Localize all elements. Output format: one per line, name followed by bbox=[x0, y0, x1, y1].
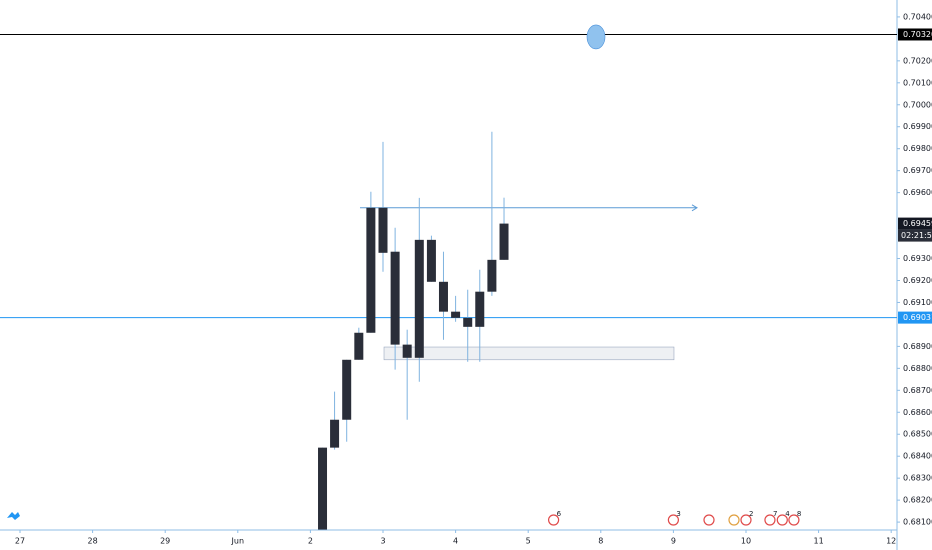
event-icon bbox=[764, 514, 776, 526]
event-icon bbox=[667, 514, 679, 526]
candle-body bbox=[438, 281, 448, 312]
candle-body bbox=[354, 332, 364, 360]
ray-arrow bbox=[691, 204, 698, 212]
candle-body bbox=[342, 359, 352, 420]
countdown-box bbox=[898, 229, 932, 242]
y-tick-label: 0.68100 bbox=[903, 518, 932, 527]
x-tick-label: 28 bbox=[88, 537, 98, 546]
candle-body bbox=[451, 311, 461, 318]
event-count: 7 bbox=[773, 510, 777, 518]
candle-body bbox=[390, 251, 400, 345]
zone-box bbox=[383, 346, 675, 361]
event-icon bbox=[548, 514, 560, 526]
last-price-label: 0.69459 bbox=[903, 219, 932, 228]
x-tick-label: 4 bbox=[453, 537, 458, 546]
x-tick-label: 9 bbox=[671, 537, 676, 546]
x-tick-label: 3 bbox=[380, 537, 385, 546]
x-tick-label: 27 bbox=[15, 537, 25, 546]
candle-body bbox=[475, 291, 485, 327]
candle-body bbox=[330, 419, 340, 448]
event-icon bbox=[788, 514, 800, 526]
candle-body bbox=[426, 239, 436, 282]
event-count: 3 bbox=[676, 510, 680, 518]
price-label-box bbox=[898, 28, 932, 41]
event-icons bbox=[703, 514, 740, 526]
candle-body bbox=[318, 447, 328, 530]
event-icon bbox=[703, 514, 715, 526]
candle-body bbox=[402, 344, 412, 358]
x-tick-label: 8 bbox=[598, 537, 603, 546]
event-count: 8 bbox=[797, 510, 801, 518]
candle-body bbox=[499, 223, 509, 260]
event-count: 6 bbox=[557, 510, 562, 518]
candle-body bbox=[378, 207, 388, 253]
candle-body bbox=[463, 317, 473, 327]
x-tick-label: 10 bbox=[741, 537, 751, 546]
price-label: 0.69031 bbox=[903, 313, 932, 322]
x-tick-label: 29 bbox=[160, 537, 170, 546]
ellipse-drawing bbox=[586, 24, 606, 50]
countdown-label: 02:21:52 bbox=[901, 231, 932, 240]
candle-body bbox=[414, 239, 424, 358]
x-tick-label: Jun bbox=[231, 537, 245, 546]
event-count: 2 bbox=[749, 510, 753, 518]
price-label-box bbox=[898, 311, 932, 324]
x-tick-label: 2 bbox=[308, 537, 313, 546]
x-tick-label: 5 bbox=[526, 537, 531, 546]
candle-body bbox=[487, 259, 497, 292]
logo bbox=[7, 512, 20, 520]
x-tick-label: 12 bbox=[886, 537, 896, 546]
event-icon bbox=[728, 514, 740, 526]
event-icon bbox=[740, 514, 752, 526]
x-tick-label: 11 bbox=[813, 537, 823, 546]
event-count: 4 bbox=[785, 510, 790, 518]
logo-mark bbox=[7, 512, 20, 520]
event-icon bbox=[776, 514, 788, 526]
last-price-box bbox=[898, 217, 932, 230]
candle-body bbox=[366, 207, 376, 333]
